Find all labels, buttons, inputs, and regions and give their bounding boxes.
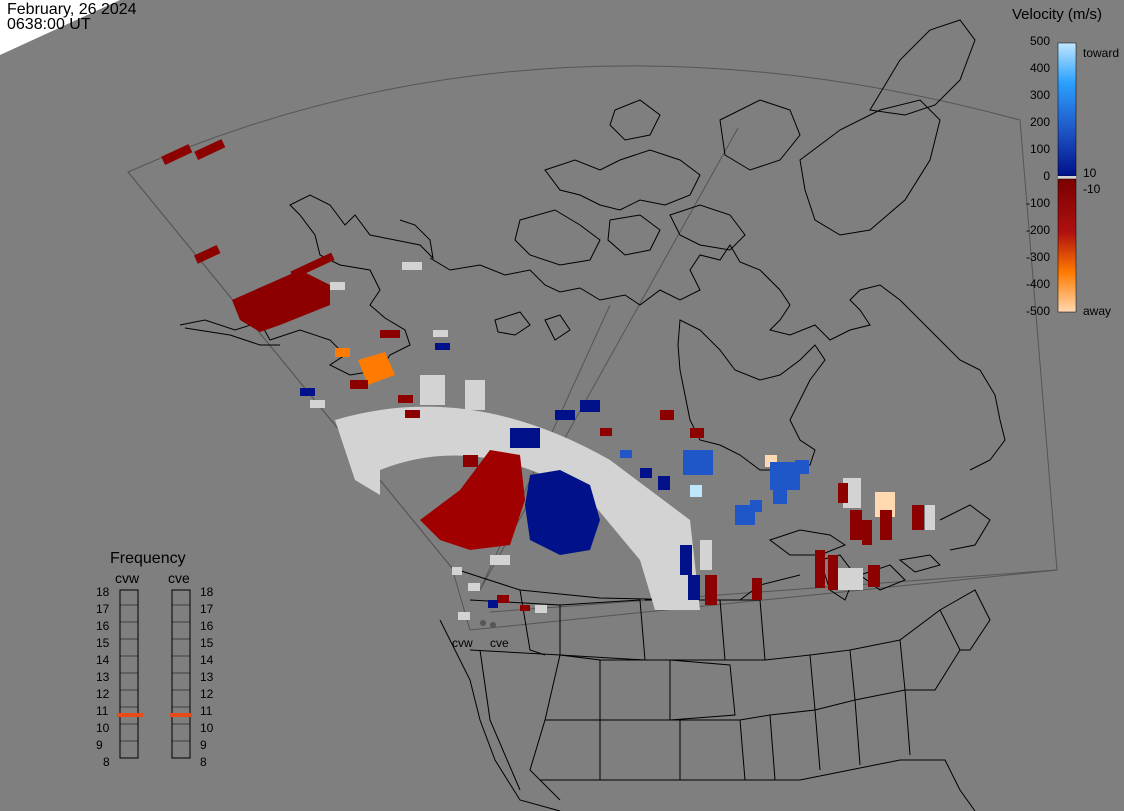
freq-scale-right: 12 <box>200 687 214 701</box>
colorbar-tick: 500 <box>1029 34 1050 48</box>
frequency-title: Frequency <box>110 550 186 567</box>
coastlines <box>179 19 1006 811</box>
freq-scale-left: 15 <box>96 636 110 650</box>
daylight-terminator <box>0 0 120 55</box>
colorbar-tick: -100 <box>1025 196 1050 210</box>
frequency-markers <box>117 713 192 717</box>
colorbar-tick: -300 <box>1025 250 1050 264</box>
freq-scale-right: 14 <box>200 653 214 667</box>
frequency-gauge-lines <box>120 604 190 742</box>
freq-scale-right: 18 <box>200 585 214 599</box>
freq-scale-left: 14 <box>96 653 110 667</box>
freq-scale-left: 16 <box>96 619 110 633</box>
colorbar-toward-label: toward <box>1083 46 1120 60</box>
freq-scale-right: 15 <box>200 636 214 650</box>
freq-scale-left: 17 <box>96 602 110 616</box>
freq-scale-left: 8 <box>103 755 110 769</box>
site-label-cvw: cvw <box>452 636 473 650</box>
site-label-cve: cve <box>490 636 509 650</box>
colorbar-tick: 200 <box>1029 115 1050 129</box>
freq-scale-right: 11 <box>200 704 213 718</box>
frequency-radar-cvw: cvw <box>115 570 140 586</box>
colorbar-tick: 100 <box>1029 142 1050 156</box>
site-cvw-marker <box>480 620 486 626</box>
freq-scale-left: 12 <box>96 687 110 701</box>
date-label: February, 26 2024 <box>7 1 137 18</box>
velocity-colorbar <box>1057 42 1077 313</box>
field-of-view <box>127 65 1058 631</box>
freq-scale-left: 9 <box>96 738 103 752</box>
colorbar-away-label: away <box>1083 304 1112 318</box>
freq-scale-right: 16 <box>200 619 214 633</box>
radar-sites <box>480 620 496 628</box>
colorbar-pos10-label: 10 <box>1083 166 1097 180</box>
colorbar-tick: -200 <box>1025 223 1050 237</box>
freq-scale-left: 11 <box>96 704 109 718</box>
frequency-marker-cvw <box>117 713 143 717</box>
freq-scale-right: 13 <box>200 670 214 684</box>
freq-scale-right: 10 <box>200 721 214 735</box>
freq-scale-left: 10 <box>96 721 110 735</box>
frequency-radar-cve: cve <box>168 570 190 586</box>
colorbar-tick: 300 <box>1029 88 1050 102</box>
colorbar-tick: 0 <box>1043 169 1050 183</box>
colorbar-title: Velocity (m/s) <box>1012 6 1103 23</box>
site-cve-marker <box>490 622 496 628</box>
frequency-gauges <box>119 589 191 759</box>
colorbar-neg10-label: -10 <box>1083 182 1101 196</box>
freq-scale-left: 13 <box>96 670 110 684</box>
freq-scale-left: 18 <box>96 585 110 599</box>
frequency-marker-cve <box>170 713 192 717</box>
time-label: 0638:00 UT <box>7 16 91 33</box>
freq-scale-right: 8 <box>200 755 207 769</box>
freq-scale-right: 17 <box>200 602 214 616</box>
radar-echoes <box>161 139 935 620</box>
freq-scale-right: 9 <box>200 738 207 752</box>
colorbar-tick: 400 <box>1029 61 1050 75</box>
colorbar-tick: -500 <box>1025 304 1050 318</box>
colorbar-tick: -400 <box>1025 277 1050 291</box>
